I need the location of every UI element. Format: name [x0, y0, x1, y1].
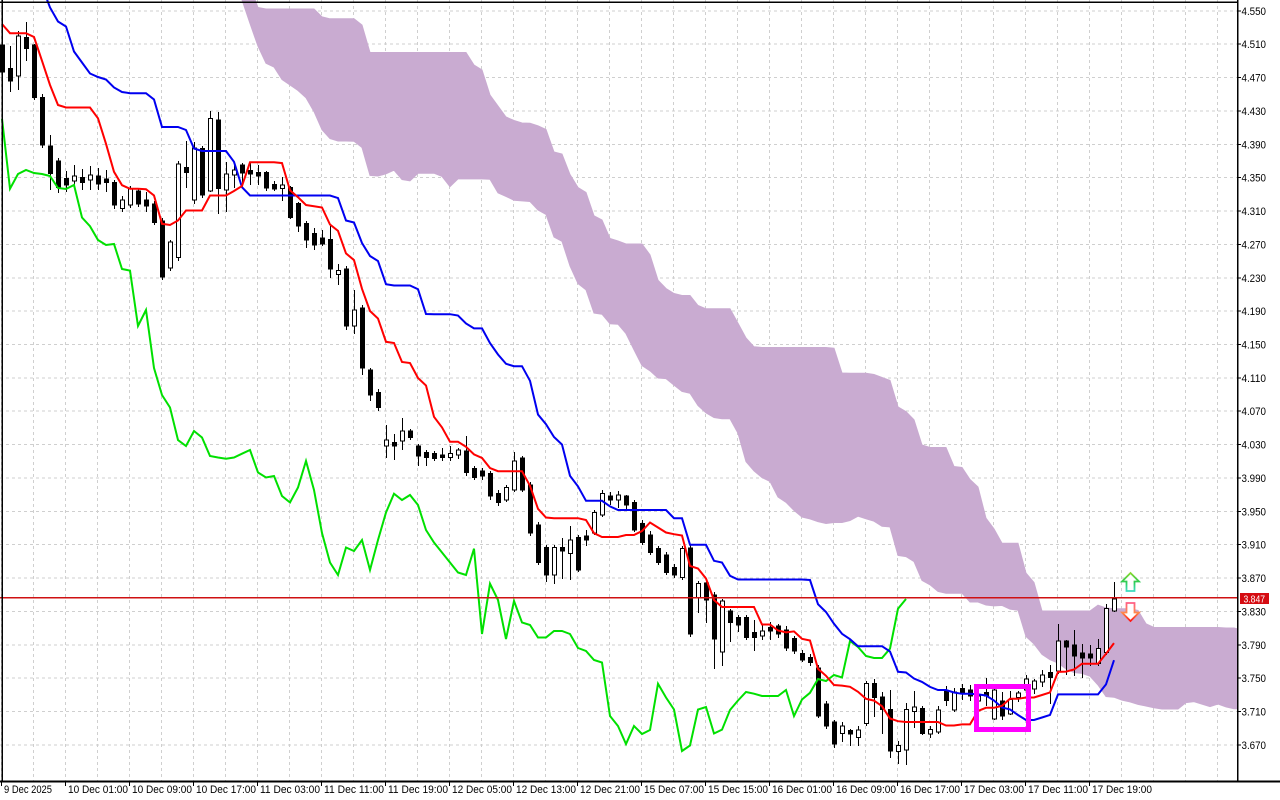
svg-text:15 Dec 15:00: 15 Dec 15:00 [708, 784, 768, 796]
svg-text:4.550: 4.550 [1242, 6, 1267, 18]
svg-text:4.070: 4.070 [1242, 406, 1267, 418]
svg-text:3.710: 3.710 [1242, 707, 1267, 719]
svg-text:3.830: 3.830 [1242, 607, 1267, 619]
svg-text:4.310: 4.310 [1242, 206, 1267, 218]
svg-text:12 Dec 21:00: 12 Dec 21:00 [580, 784, 640, 796]
svg-text:4.190: 4.190 [1242, 306, 1267, 318]
svg-text:16 Dec 09:00: 16 Dec 09:00 [836, 784, 896, 796]
svg-text:10 Dec 17:00: 10 Dec 17:00 [196, 784, 256, 796]
svg-text:4.110: 4.110 [1242, 373, 1267, 385]
svg-text:17 Dec 03:00: 17 Dec 03:00 [964, 784, 1024, 796]
svg-text:4.270: 4.270 [1242, 239, 1267, 251]
svg-text:16 Dec 17:00: 16 Dec 17:00 [900, 784, 960, 796]
svg-text:17 Dec 11:00: 17 Dec 11:00 [1028, 784, 1088, 796]
svg-text:3.790: 3.790 [1242, 640, 1267, 652]
svg-text:12 Dec 13:00: 12 Dec 13:00 [516, 784, 576, 796]
svg-text:15 Dec 07:00: 15 Dec 07:00 [644, 784, 704, 796]
svg-text:11 Dec 11:00: 11 Dec 11:00 [324, 784, 384, 796]
svg-text:3.870: 3.870 [1242, 573, 1267, 585]
svg-text:16 Dec 01:00: 16 Dec 01:00 [772, 784, 832, 796]
svg-text:11 Dec 19:00: 11 Dec 19:00 [388, 784, 448, 796]
svg-text:12 Dec 05:00: 12 Dec 05:00 [452, 784, 512, 796]
svg-text:3.950: 3.950 [1242, 506, 1267, 518]
svg-text:4.430: 4.430 [1242, 106, 1267, 118]
svg-text:3.910: 3.910 [1242, 540, 1267, 552]
svg-text:4.510: 4.510 [1242, 39, 1267, 51]
svg-text:4.030: 4.030 [1242, 440, 1267, 452]
svg-text:3.750: 3.750 [1242, 673, 1267, 685]
svg-text:10 Dec 01:00: 10 Dec 01:00 [68, 784, 128, 796]
svg-text:3.670: 3.670 [1242, 740, 1267, 752]
svg-text:3.990: 3.990 [1242, 473, 1267, 485]
svg-text:10 Dec 09:00: 10 Dec 09:00 [132, 784, 192, 796]
svg-text:17 Dec 19:00: 17 Dec 19:00 [1092, 784, 1152, 796]
svg-text:4.230: 4.230 [1242, 273, 1267, 285]
svg-text:4.350: 4.350 [1242, 173, 1267, 185]
svg-text:11 Dec 03:00: 11 Dec 03:00 [260, 784, 320, 796]
svg-text:4.470: 4.470 [1242, 73, 1267, 85]
svg-text:4.390: 4.390 [1242, 139, 1267, 151]
svg-text:4.150: 4.150 [1242, 340, 1267, 352]
svg-text:9 Dec 2025: 9 Dec 2025 [4, 784, 52, 796]
svg-text:3.847: 3.847 [1244, 594, 1266, 605]
